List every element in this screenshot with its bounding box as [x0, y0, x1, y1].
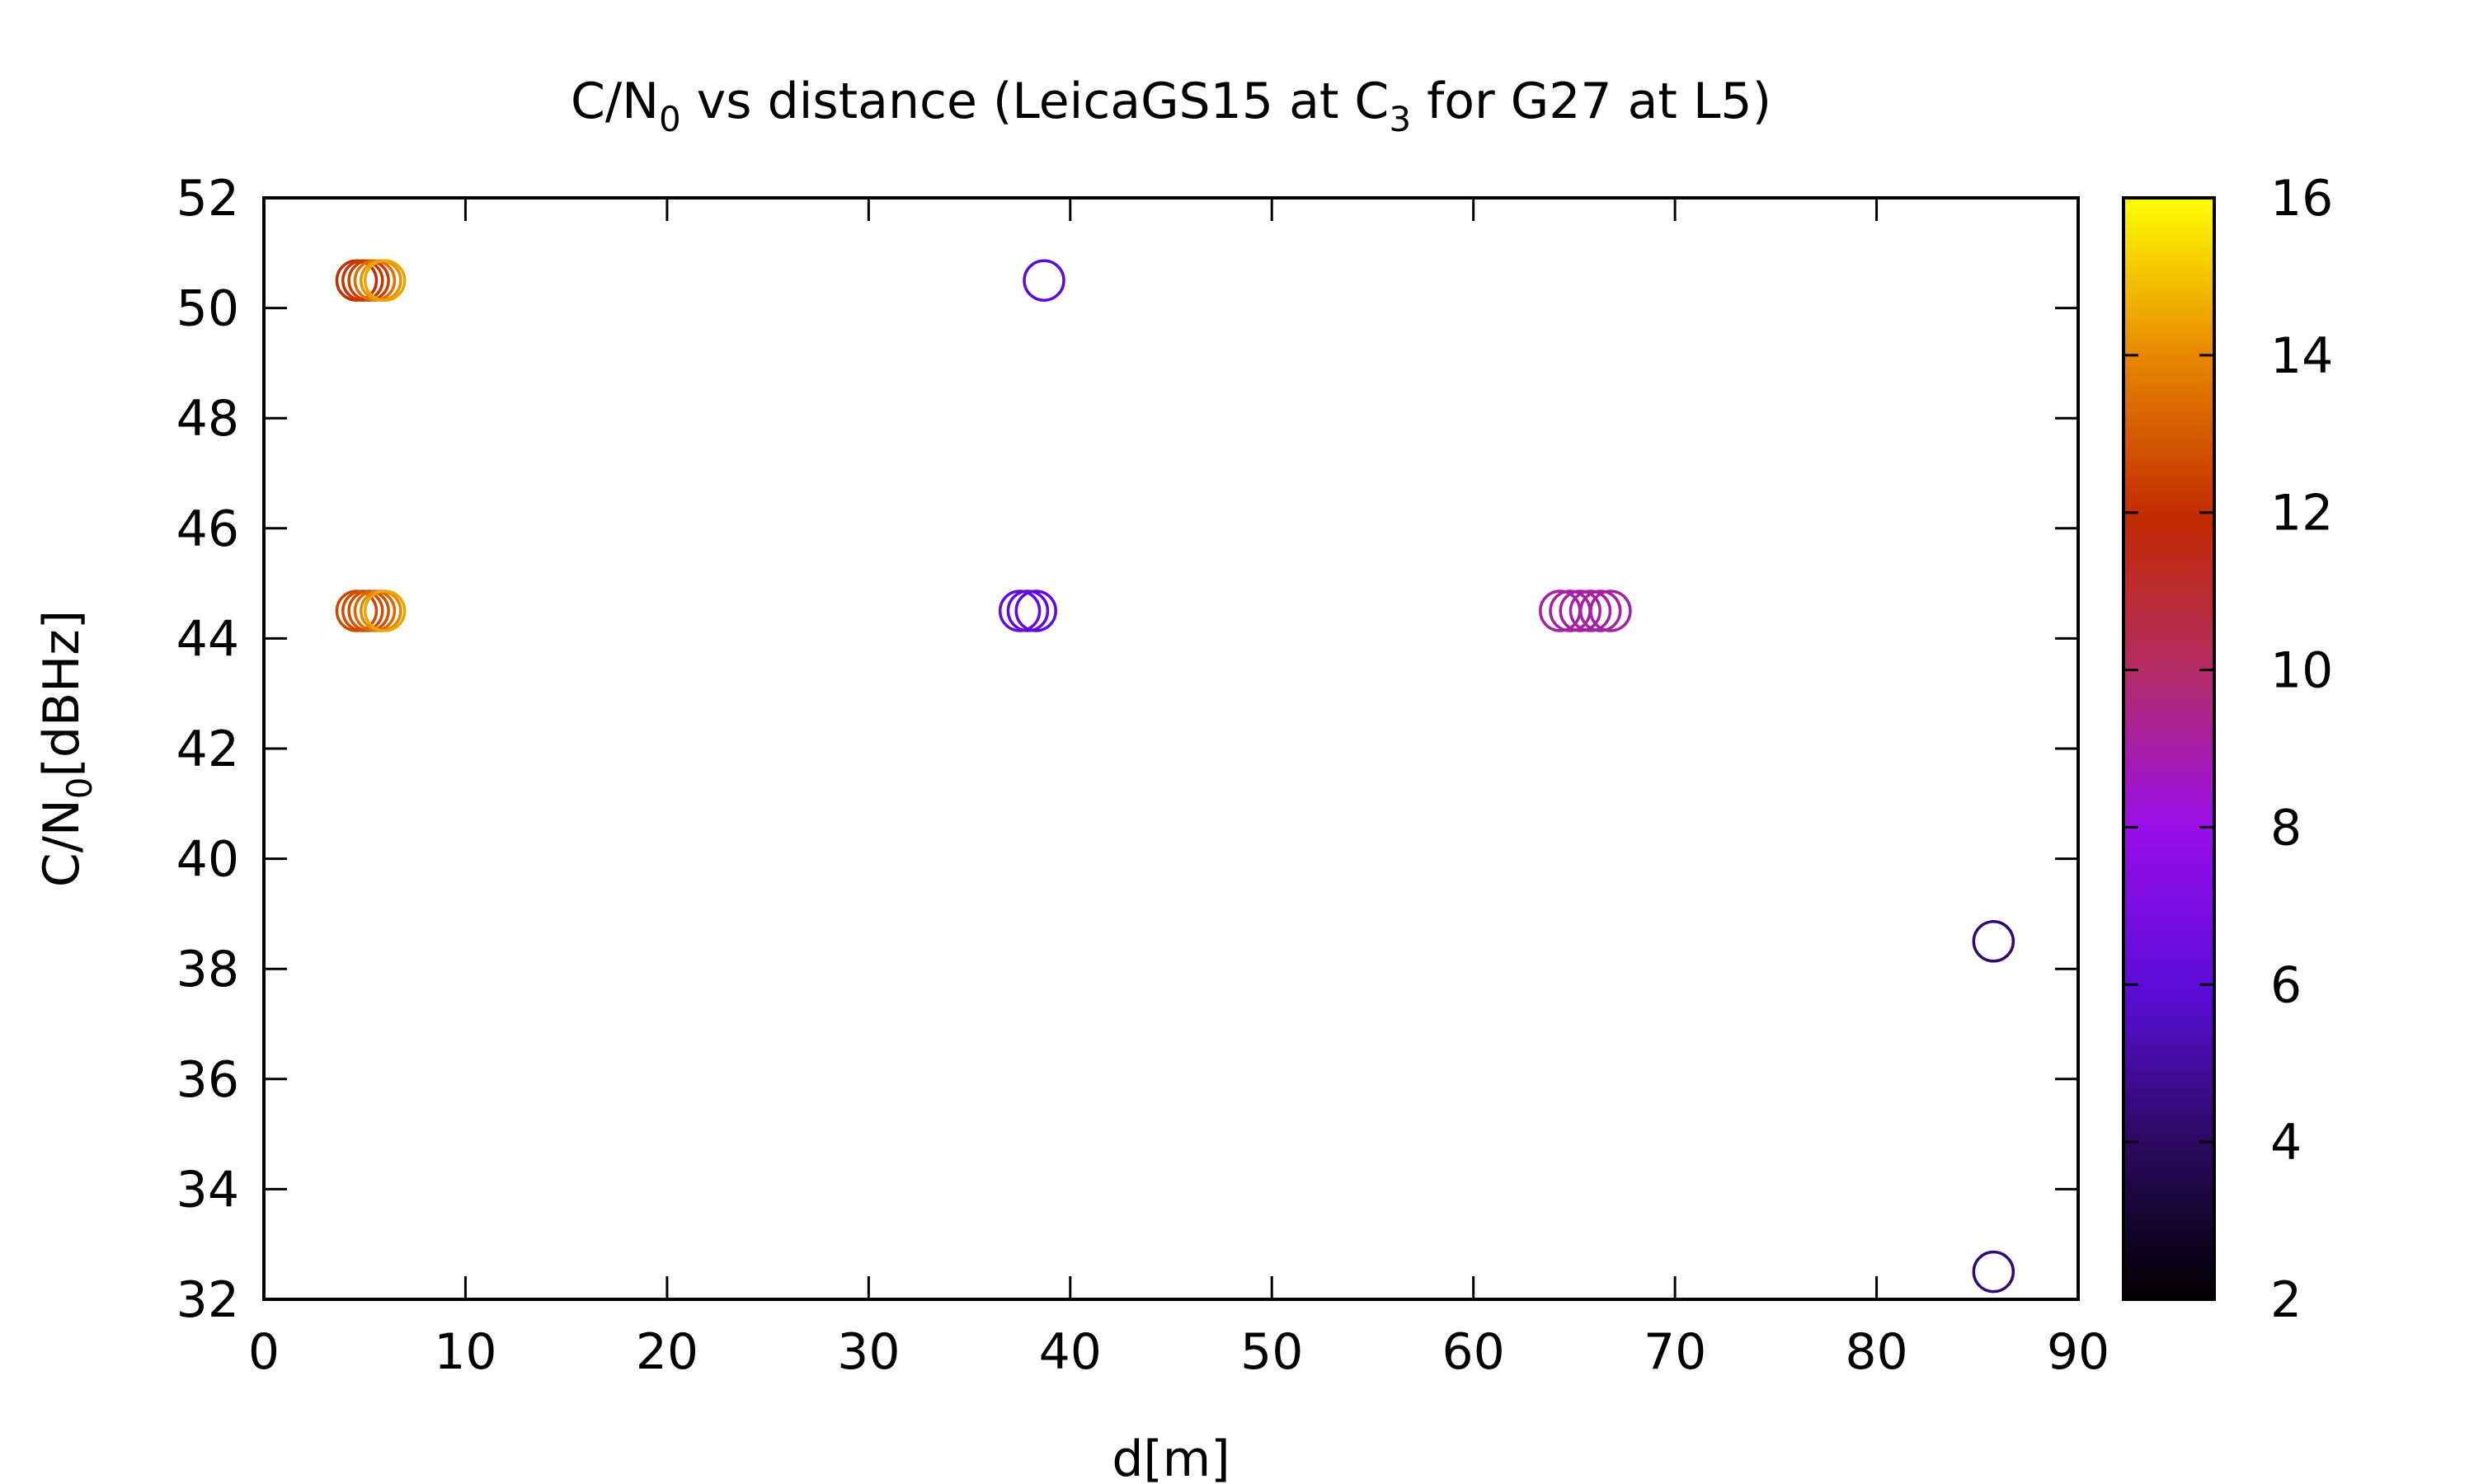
data-point	[1972, 920, 2015, 963]
title-middle: vs distance (LeicaGS15 at C	[681, 73, 1390, 130]
data-point	[1578, 589, 1622, 632]
x-tick-label: 40	[1039, 1323, 1102, 1381]
chart-title: C/N0 vs distance (LeicaGS15 at C3 for G2…	[571, 73, 1771, 139]
colorbar-tick-label: 2	[2270, 1271, 2302, 1329]
x-tick-label: 30	[837, 1323, 900, 1381]
colorbar-tick-label: 6	[2270, 956, 2302, 1014]
y-tick-label: 38	[176, 941, 239, 998]
y-tick-label: 34	[176, 1161, 239, 1219]
colorbar-tick-label: 4	[2270, 1114, 2302, 1172]
x-tick-label: 90	[2047, 1323, 2109, 1381]
x-axis-label: d[m]	[1112, 1430, 1230, 1484]
data-point	[363, 589, 407, 632]
x-tick-label: 70	[1644, 1323, 1706, 1381]
ylabel-end: [dBHz]	[33, 610, 91, 777]
ylabel-subscript: 0	[59, 777, 100, 799]
data-point	[363, 259, 407, 302]
y-tick-label: 36	[176, 1051, 239, 1109]
data-point	[1972, 1250, 2015, 1294]
colorbar-tick-label: 10	[2270, 642, 2333, 700]
y-tick-label: 42	[176, 721, 239, 778]
x-tick-label: 60	[1442, 1323, 1504, 1381]
colorbar-tick-label: 12	[2270, 485, 2333, 542]
title-end: for G27 at L5)	[1411, 73, 1771, 130]
data-point	[1014, 589, 1057, 632]
y-tick-label: 48	[176, 390, 239, 448]
colorbar-ticks: 2 4 6 8 10 12 14 16	[2124, 170, 2333, 1329]
data-point	[1589, 589, 1632, 632]
ylabel-base: C/N	[33, 799, 91, 887]
y-tick-label: 32	[176, 1271, 239, 1329]
colorbar-tick-label: 16	[2270, 170, 2333, 228]
y-tick-label: 46	[176, 500, 239, 558]
data-points	[335, 259, 2015, 1294]
data-point	[1023, 259, 1065, 302]
colorbar-tick-label: 8	[2270, 799, 2302, 857]
x-tick-label: 20	[636, 1323, 698, 1381]
data-point	[1559, 589, 1602, 632]
colorbar	[2122, 196, 2216, 1301]
data-point	[1006, 589, 1050, 632]
y-tick-label: 52	[176, 170, 239, 228]
y-tick-label: 50	[176, 280, 239, 338]
title-subscript-1: 0	[659, 99, 681, 139]
plot-frame	[262, 196, 2080, 1301]
x-tick-label: 80	[1845, 1323, 1907, 1381]
title-base: C/N	[571, 73, 659, 130]
colorbar-tick-label: 14	[2270, 327, 2333, 385]
y-axis-label: C/N0[dBHz]	[33, 610, 100, 887]
data-point	[998, 589, 1042, 632]
x-tick-label: 10	[434, 1323, 496, 1381]
title-subscript-2: 3	[1389, 99, 1411, 139]
data-point	[1569, 589, 1612, 632]
axis-ticks: 0 10 20 30 40 50 60 70 80 90 32 34 36 38 40 42 44 46 48 50 5…	[176, 170, 2110, 1381]
x-tick-label: 0	[248, 1323, 280, 1381]
y-tick-label: 40	[176, 831, 239, 889]
x-tick-label: 50	[1240, 1323, 1303, 1381]
y-tick-label: 44	[176, 610, 239, 668]
